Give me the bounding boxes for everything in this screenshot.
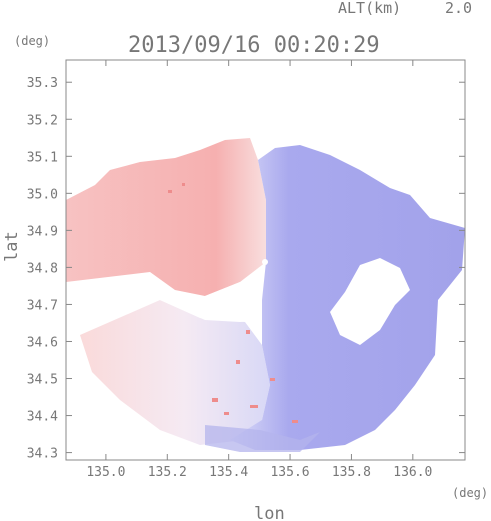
y-tick-label: 35.0 xyxy=(27,187,58,202)
x-axis-label: lon xyxy=(254,504,285,521)
echo-warm-lower-sector xyxy=(80,300,270,445)
y-tick-label: 35.1 xyxy=(27,150,58,165)
y-tick-label: 35.2 xyxy=(27,113,58,128)
y-tick-label: 34.7 xyxy=(27,298,58,313)
y-tick-label: 34.9 xyxy=(27,224,58,239)
radar-center-marker xyxy=(262,259,268,265)
echo-gap-southeast xyxy=(438,292,465,370)
plot-frame xyxy=(65,59,466,461)
x-tick-label: 136.0 xyxy=(393,465,432,480)
echo-red-speckles xyxy=(168,183,298,423)
x-tick-label: 135.6 xyxy=(270,465,309,480)
y-unit-label: (deg) xyxy=(14,34,50,48)
altitude-value: 2.0 xyxy=(445,0,472,17)
x-unit-label: (deg) xyxy=(452,486,488,500)
x-tick-label: 135.4 xyxy=(209,465,248,480)
y-tick-label: 34.3 xyxy=(27,447,58,462)
x-tick-label: 135.8 xyxy=(332,465,371,480)
y-tick-label: 34.6 xyxy=(27,335,58,350)
x-tick-label: 135.0 xyxy=(86,465,125,480)
x-axis: 135.0 135.2 135.4 135.6 135.8 136.0 xyxy=(86,60,432,480)
x-tick-label: 135.2 xyxy=(148,465,187,480)
chart-title: 2013/09/16 00:20:29 xyxy=(128,33,380,58)
y-tick-label: 34.8 xyxy=(27,261,58,276)
altitude-readout: ALT(km) 2.0 xyxy=(338,0,472,17)
y-axis: 34.3 34.4 34.5 34.6 34.7 34.8 34.9 35.0 35.1 35.2… xyxy=(27,76,465,462)
altitude-label: ALT(km) xyxy=(338,0,401,17)
radar-echo-field xyxy=(66,138,465,452)
y-tick-label: 35.3 xyxy=(27,76,58,91)
y-tick-label: 34.4 xyxy=(27,410,58,425)
y-axis-label: lat xyxy=(2,231,22,262)
echo-gap-center xyxy=(160,282,262,322)
y-tick-label: 34.5 xyxy=(27,373,58,388)
echo-warm-sector xyxy=(66,138,266,296)
echo-gap-east xyxy=(330,258,410,345)
echo-cool-band-south xyxy=(205,425,320,452)
